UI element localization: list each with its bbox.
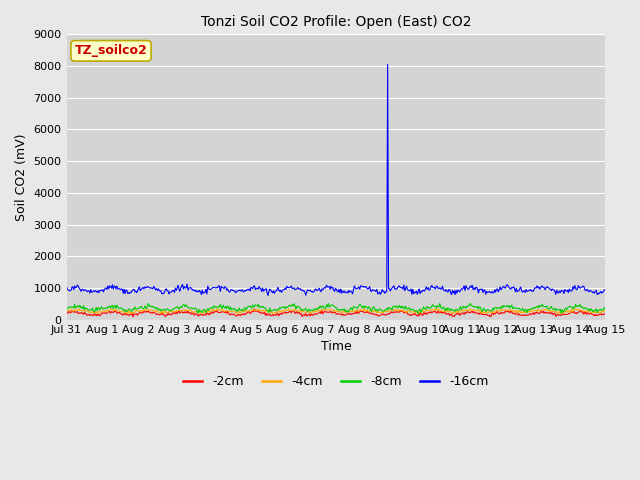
-8cm — [414, 311, 422, 316]
-16cm — [470, 285, 478, 290]
-4cm — [124, 311, 132, 317]
-2cm — [307, 311, 315, 317]
-16cm — [602, 287, 609, 292]
-16cm — [264, 293, 272, 299]
-4cm — [602, 308, 609, 313]
-2cm — [381, 312, 388, 317]
-16cm — [424, 285, 432, 290]
-8cm — [467, 300, 474, 306]
-2cm — [424, 311, 431, 316]
Y-axis label: Soil CO2 (mV): Soil CO2 (mV) — [15, 133, 28, 221]
-4cm — [63, 308, 70, 313]
Line: -16cm: -16cm — [67, 64, 605, 296]
-16cm — [158, 291, 166, 297]
-16cm — [307, 289, 315, 295]
-16cm — [201, 289, 209, 295]
-16cm — [384, 61, 392, 67]
-8cm — [63, 305, 70, 311]
-4cm — [470, 307, 478, 313]
-16cm — [381, 290, 388, 296]
-8cm — [380, 308, 388, 314]
Text: TZ_soilco2: TZ_soilco2 — [75, 44, 147, 57]
-4cm — [308, 310, 316, 315]
Line: -8cm: -8cm — [67, 303, 605, 313]
-8cm — [201, 308, 209, 313]
Line: -4cm: -4cm — [67, 309, 605, 314]
-2cm — [158, 311, 166, 316]
-2cm — [251, 306, 259, 312]
-2cm — [63, 310, 70, 316]
-4cm — [202, 308, 210, 313]
-2cm — [486, 314, 494, 320]
-8cm — [307, 308, 314, 314]
-4cm — [285, 306, 292, 312]
-2cm — [201, 312, 209, 317]
-4cm — [382, 308, 390, 314]
-2cm — [602, 310, 609, 316]
-8cm — [602, 305, 609, 311]
Title: Tonzi Soil CO2 Profile: Open (East) CO2: Tonzi Soil CO2 Profile: Open (East) CO2 — [201, 15, 471, 29]
-16cm — [63, 284, 70, 290]
-8cm — [158, 307, 166, 313]
-4cm — [159, 308, 166, 314]
Line: -2cm: -2cm — [67, 309, 605, 317]
-8cm — [424, 303, 431, 309]
X-axis label: Time: Time — [321, 340, 351, 353]
-4cm — [424, 308, 432, 313]
-2cm — [469, 310, 477, 316]
-8cm — [470, 304, 478, 310]
Legend: -2cm, -4cm, -8cm, -16cm: -2cm, -4cm, -8cm, -16cm — [179, 371, 493, 394]
